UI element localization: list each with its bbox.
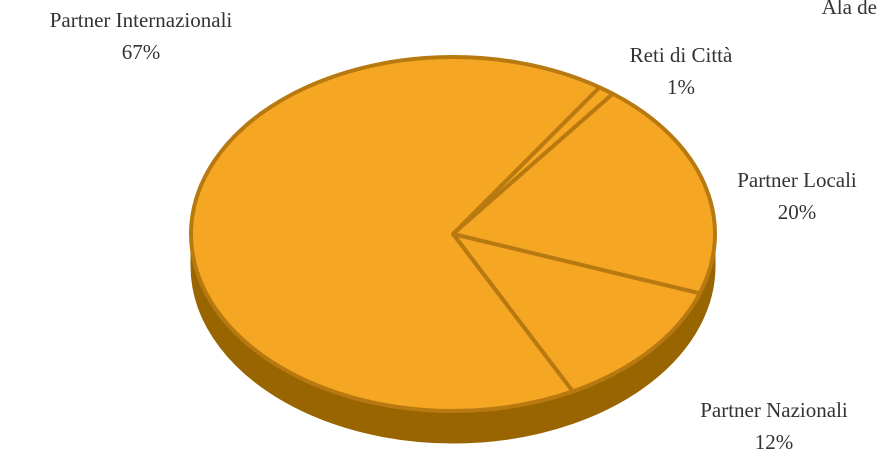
pie-slices — [189, 55, 717, 413]
label-partner-nazionali: Partner Nazionali — [700, 398, 848, 422]
value-partner-nazionali: 12% — [755, 430, 794, 454]
label-reti-di-citta: Reti di Città — [630, 43, 733, 67]
corner-partial-text: Ala de — [822, 0, 877, 19]
slice-partner-internazionali — [189, 55, 602, 413]
slice-partner-nazionali — [451, 232, 702, 394]
value-reti-di-citta: 1% — [667, 75, 695, 99]
value-partner-locali: 20% — [778, 200, 817, 224]
label-partner-locali: Partner Locali — [737, 168, 857, 192]
value-partner-internazionali: 67% — [122, 40, 161, 64]
slice-partner-locali — [451, 91, 717, 296]
label-partner-internazionali: Partner Internazionali — [50, 8, 233, 32]
pie-labels: Partner Internazionali 67% Reti di Città… — [50, 0, 877, 454]
